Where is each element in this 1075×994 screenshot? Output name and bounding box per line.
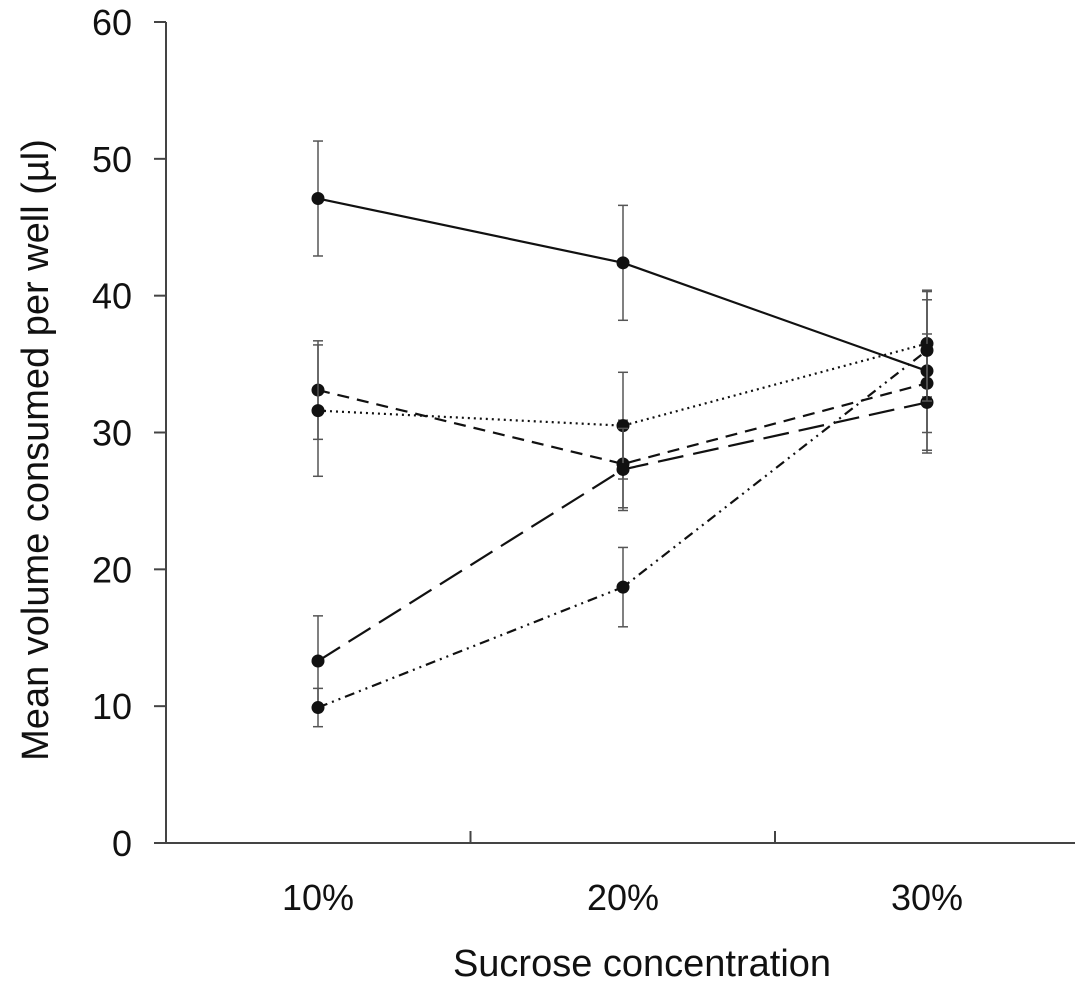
data-point (616, 580, 630, 594)
data-point (920, 343, 934, 357)
data-point (311, 404, 325, 418)
y-tick-label: 10 (92, 686, 132, 727)
axes (165, 22, 1075, 844)
y-axis-title: Mean volume consumed per well (µl) (15, 139, 57, 761)
x-ticks: 10% 20% 30% (282, 831, 963, 918)
y-tick-label: 20 (92, 549, 132, 590)
data-point (311, 654, 325, 668)
data-point (311, 701, 325, 715)
data-point (616, 462, 630, 476)
x-tick-label: 20% (587, 877, 659, 918)
x-axis-title: Sucrose concentration (453, 943, 831, 985)
data-point (311, 192, 325, 206)
y-tick-label: 30 (92, 413, 132, 454)
y-tick-label: 40 (92, 276, 132, 317)
data-point (616, 256, 630, 270)
y-tick-label: 50 (92, 139, 132, 180)
x-tick-label: 10% (282, 877, 354, 918)
data-point (920, 395, 934, 409)
series-line (317, 382, 928, 466)
y-tick-label: 0 (112, 823, 132, 864)
x-tick-label: 30% (891, 877, 963, 918)
series-layer (311, 140, 934, 728)
y-ticks: 0 10 20 30 40 50 60 (92, 2, 166, 864)
y-tick-label: 60 (92, 2, 132, 43)
series-5-dash-dot-dot (311, 299, 934, 728)
